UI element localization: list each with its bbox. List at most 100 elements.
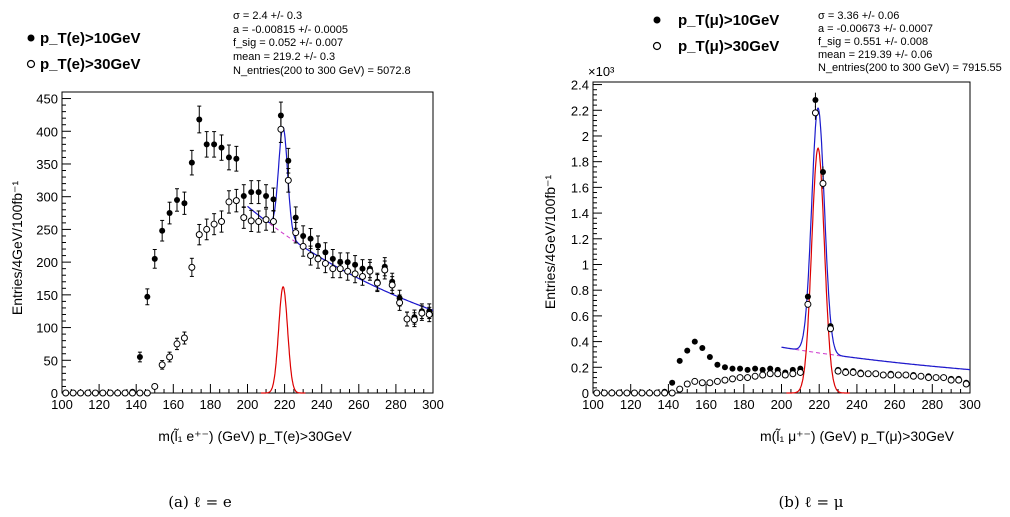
data-point	[114, 389, 122, 397]
y-tick-label: 0.4	[571, 335, 589, 350]
y-tick-label: 1	[582, 257, 589, 272]
y-tick-label: 250	[36, 222, 58, 237]
data-point	[381, 266, 389, 274]
data-point	[925, 374, 933, 382]
data-point	[91, 389, 99, 397]
data-point	[714, 361, 721, 368]
legend-entry: p_T(μ)>10GeV	[678, 12, 779, 29]
legend-entry: p_T(e)>10GeV	[40, 30, 140, 47]
data-point	[136, 354, 143, 361]
x-tick-label: 180	[200, 397, 222, 412]
data-point	[144, 293, 151, 300]
data-point	[759, 366, 766, 373]
data-point	[255, 189, 262, 196]
data-point	[307, 252, 315, 260]
x-tick-label: 160	[695, 397, 717, 412]
data-point	[270, 196, 277, 203]
data-point	[151, 255, 158, 262]
data-point	[225, 154, 232, 161]
data-point	[872, 370, 880, 378]
fit-stat-line: mean = 219.2 +/- 0.3	[233, 51, 335, 63]
data-point	[752, 365, 759, 372]
y-tick-label: 2	[582, 129, 589, 144]
data-point	[388, 281, 396, 289]
x-tick-label: 120	[620, 397, 642, 412]
x-tick-label: 200	[237, 397, 259, 412]
legend-entry: p_T(e)>30GeV	[40, 56, 140, 73]
signal-fit-curve	[786, 147, 850, 394]
data-point	[188, 263, 196, 271]
data-point	[593, 389, 601, 397]
data-point	[706, 354, 713, 361]
data-point	[804, 300, 812, 308]
data-point	[329, 265, 337, 273]
data-point	[233, 155, 240, 162]
y-tick-label: 400	[36, 124, 58, 139]
y-tick-label: 2.4	[571, 78, 589, 93]
data-series	[62, 115, 433, 397]
data-point	[699, 345, 706, 352]
data-point	[418, 309, 426, 317]
data-point	[728, 375, 736, 383]
data-point	[344, 267, 352, 275]
data-point	[373, 279, 381, 287]
y-tick-label: 0.8	[571, 283, 589, 298]
x-tick-label: 240	[846, 397, 868, 412]
legend-entry: p_T(μ)>30GeV	[678, 38, 779, 55]
x-tick-label: 100	[582, 397, 604, 412]
data-point	[751, 372, 759, 380]
y-tick-label: 1.4	[571, 206, 589, 221]
data-point	[932, 374, 940, 382]
x-tick-label: 300	[422, 397, 444, 412]
data-point	[314, 255, 322, 263]
data-point	[255, 218, 263, 226]
data-point	[676, 357, 683, 364]
data-point	[151, 382, 159, 390]
data-point	[143, 389, 151, 397]
data-point	[630, 389, 638, 397]
legend-marker-open	[652, 41, 662, 51]
data-point	[917, 372, 925, 380]
data-point	[84, 389, 92, 397]
fit-stat-line: f_sig = 0.551 +/- 0.008	[818, 36, 928, 48]
x-axis-label: m(l̃₁ e⁺⁻) (GeV) p_T(e)>30GeV	[158, 427, 352, 444]
data-point	[181, 200, 188, 207]
data-point	[713, 377, 721, 385]
data-point	[174, 196, 181, 203]
data-point	[940, 374, 948, 382]
y-tick-label: 200	[36, 255, 58, 270]
data-point	[203, 141, 210, 148]
data-point	[615, 389, 623, 397]
data-point	[106, 389, 114, 397]
x-tick-label: 100	[51, 397, 73, 412]
data-point	[210, 220, 218, 228]
data-point	[706, 379, 714, 387]
y-tick-label: 1.2	[571, 232, 589, 247]
fit-stats: σ = 3.36 +/- 0.06 a = -0.00673 +/- 0.000…	[818, 10, 1002, 74]
data-point	[879, 371, 887, 379]
data-point	[811, 109, 819, 117]
y-tick-label: 0	[51, 386, 58, 401]
y-axis-label: Entries/4GeV/100fb⁻¹	[542, 175, 558, 310]
data-point	[188, 159, 195, 166]
data-point	[285, 157, 292, 164]
data-point	[351, 270, 359, 278]
data-point	[721, 364, 728, 371]
data-point	[166, 353, 174, 361]
data-point	[203, 225, 211, 233]
panel-b: p_T(μ)>10GeV p_T(μ)>30GeV σ = 3.36 +/- 0…	[542, 10, 1002, 511]
data-point	[827, 325, 835, 333]
data-point	[819, 180, 827, 188]
data-point	[263, 193, 270, 200]
data-point	[128, 389, 136, 397]
data-point	[759, 371, 767, 379]
data-point	[864, 370, 872, 378]
y-tick-label: 50	[44, 353, 58, 368]
data-point	[284, 176, 292, 184]
data-point	[158, 361, 166, 369]
data-point	[180, 334, 188, 342]
data-point	[69, 389, 77, 397]
y-tick-label: 0.6	[571, 309, 589, 324]
data-point	[623, 389, 631, 397]
fit-stat-line: N_entries(200 to 300 GeV) = 5072.8	[233, 65, 411, 77]
